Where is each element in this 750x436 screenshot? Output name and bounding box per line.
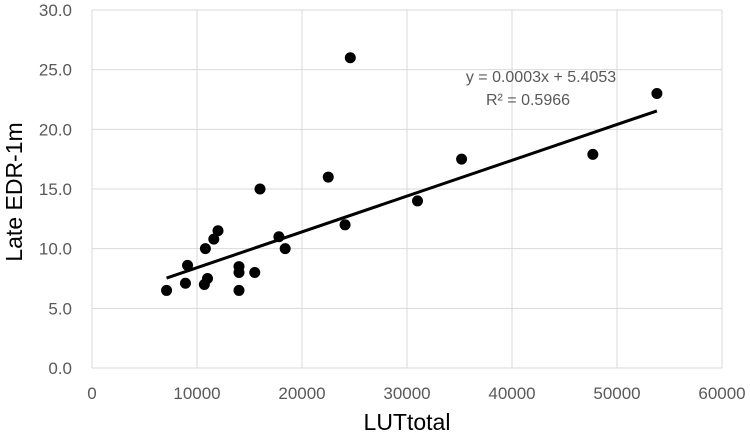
y-tick-labels: 0.0 5.0 10.0 15.0 20.0 25.0 30.0 (39, 1, 72, 378)
y-tick-label: 10.0 (39, 240, 72, 259)
trendline-equation: y = 0.0003x + 5.4053 (466, 69, 616, 86)
data-point (212, 225, 224, 237)
data-point (412, 195, 423, 207)
x-tick-label: 0 (87, 384, 96, 403)
x-tick-label: 50000 (593, 384, 640, 403)
data-point (161, 284, 173, 296)
data-point (202, 273, 213, 284)
y-tick-label: 15.0 (39, 180, 72, 199)
y-axis-title: Late EDR-1m (1, 122, 27, 261)
data-point (208, 233, 220, 245)
x-tick-label: 40000 (488, 384, 535, 403)
data-points (161, 52, 663, 296)
data-point (233, 284, 245, 296)
y-tick-label: 20.0 (39, 120, 72, 139)
y-tick-label: 30.0 (39, 1, 72, 20)
data-point (199, 243, 211, 255)
x-tick-label: 20000 (278, 384, 325, 403)
y-tick-label: 5.0 (48, 299, 72, 318)
data-point (322, 171, 334, 183)
x-tick-labels: 0 10000 20000 30000 40000 50000 60000 (87, 384, 745, 403)
data-point (233, 267, 245, 279)
x-tick-label: 60000 (698, 384, 745, 403)
data-point (273, 231, 285, 243)
x-tick-label: 10000 (173, 384, 220, 403)
data-point (182, 259, 194, 271)
x-tick-label: 30000 (383, 384, 430, 403)
data-point (179, 277, 191, 289)
trendline-r-squared: R² = 0.5966 (486, 92, 570, 109)
trendline-group (166, 109, 658, 280)
data-point (254, 183, 266, 195)
gridlines (91, 9, 723, 369)
y-tick-label: 0.0 (48, 359, 72, 378)
data-point (249, 267, 261, 279)
data-point (587, 148, 599, 160)
data-point (339, 219, 351, 231)
trendline (166, 109, 658, 280)
data-point (456, 153, 468, 165)
data-point (651, 88, 663, 100)
x-axis-title: LUTtotal (364, 409, 451, 435)
y-tick-label: 25.0 (39, 61, 72, 80)
data-point (344, 52, 356, 64)
data-point (279, 243, 291, 255)
